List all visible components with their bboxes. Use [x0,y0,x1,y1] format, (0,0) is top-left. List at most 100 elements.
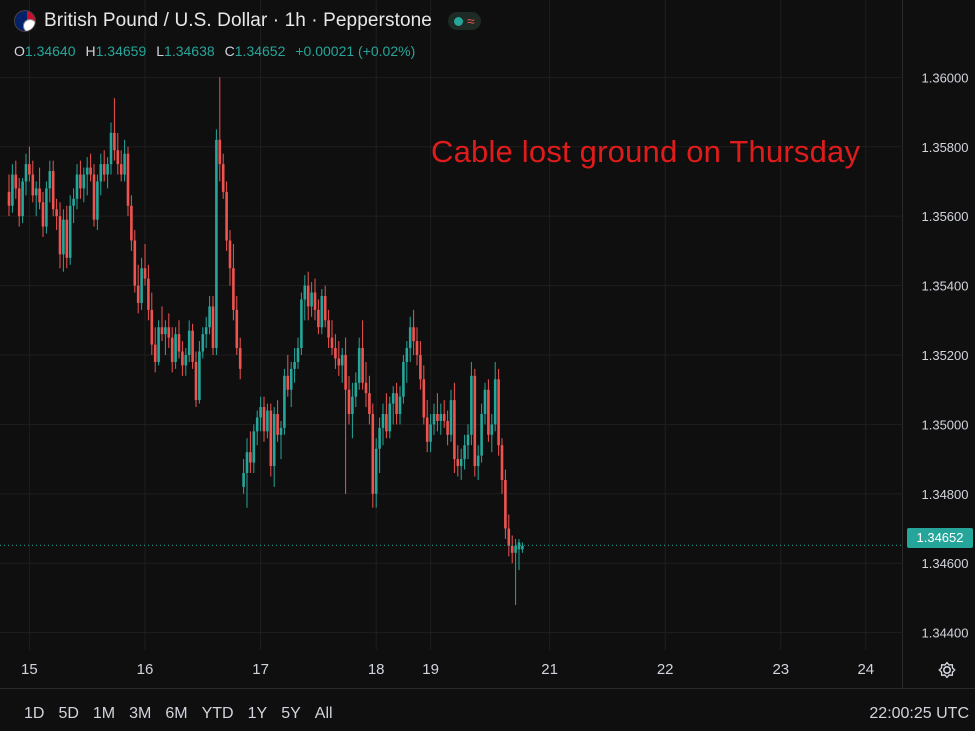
candle[interactable] [167,313,171,349]
candle[interactable] [147,264,150,321]
candle[interactable] [436,393,439,432]
candle[interactable] [279,420,283,460]
candle[interactable] [157,320,160,366]
candle[interactable] [106,157,109,189]
settings-gear-icon[interactable] [937,660,957,680]
candle[interactable] [89,153,92,182]
candle[interactable] [422,365,426,425]
candle[interactable] [245,438,249,508]
candle[interactable] [473,368,477,477]
candle[interactable] [330,320,334,355]
candle[interactable] [429,414,432,453]
candle[interactable] [123,139,126,182]
candle[interactable] [79,160,82,199]
candle[interactable] [160,306,164,342]
candle[interactable] [140,257,143,310]
candle[interactable] [378,417,381,473]
candle[interactable] [62,209,65,272]
candle[interactable] [412,309,415,355]
utc-clock[interactable]: 22:00:25 UTC [869,705,969,722]
candle[interactable] [242,459,245,494]
candle[interactable] [493,361,497,432]
candle[interactable] [521,542,524,553]
range-1d[interactable]: 1D [24,705,45,722]
candle[interactable] [68,195,72,265]
candle[interactable] [327,309,330,349]
candle[interactable] [31,160,35,203]
candle[interactable] [85,157,89,196]
candle[interactable] [510,535,514,564]
candle[interactable] [470,361,473,446]
candle[interactable] [442,400,446,428]
candle[interactable] [313,278,317,321]
candle[interactable] [177,320,181,359]
candle[interactable] [354,372,358,408]
candle[interactable] [490,414,494,453]
candle[interactable] [487,379,490,442]
candle[interactable] [249,431,252,473]
candle[interactable] [310,282,313,317]
range-3m[interactable]: 3M [129,705,152,722]
candle[interactable] [252,424,256,473]
candle[interactable] [395,382,398,425]
candle[interactable] [361,320,364,390]
candle[interactable] [357,337,361,390]
candle[interactable] [55,198,58,231]
candle[interactable] [262,396,266,442]
candle[interactable] [463,434,466,470]
candle[interactable] [38,167,41,210]
candle[interactable] [181,341,184,376]
candle[interactable] [381,403,385,446]
candle[interactable] [368,375,371,425]
candle[interactable] [11,164,14,213]
candle[interactable] [215,129,218,355]
candle[interactable] [323,285,327,328]
candle[interactable] [449,389,453,442]
candle[interactable] [133,230,137,293]
candle[interactable] [24,153,28,196]
candle[interactable] [228,230,232,286]
candle[interactable] [41,191,45,237]
candle[interactable] [194,351,198,408]
range-5y[interactable]: 5Y [281,705,301,722]
candle[interactable] [211,296,215,355]
candle[interactable] [419,341,422,390]
candle[interactable] [136,264,140,314]
candle[interactable] [204,316,208,349]
candle[interactable] [344,337,347,494]
candle[interactable] [303,275,307,321]
candle[interactable] [306,271,310,321]
candle[interactable] [58,202,62,269]
candle[interactable] [289,361,293,408]
candle[interactable] [191,323,194,369]
market-status[interactable]: ≈ [447,12,481,30]
candle[interactable] [34,181,38,217]
candle[interactable] [286,355,290,397]
range-5d[interactable]: 5D [58,705,79,722]
range-1y[interactable]: 1Y [247,705,268,722]
candle[interactable] [425,400,429,453]
candle[interactable] [456,445,460,477]
candle[interactable] [119,150,123,182]
candle[interactable] [351,382,354,439]
candle[interactable] [187,320,191,362]
candle[interactable] [21,178,24,224]
candle[interactable] [415,327,419,366]
range-1m[interactable]: 1M [92,705,116,722]
candle[interactable] [432,403,436,435]
candle[interactable] [371,403,375,508]
candle[interactable] [283,368,286,435]
candle[interactable] [340,348,344,383]
candle[interactable] [266,403,269,439]
symbol-title[interactable]: British Pound / U.S. Dollar · 1h · Peppe… [44,10,432,31]
candle[interactable] [476,445,480,480]
candle[interactable] [483,382,487,425]
candle[interactable] [164,320,167,355]
candle[interactable] [507,514,511,557]
candle[interactable] [113,98,116,161]
candle[interactable] [150,292,154,355]
range-ytd[interactable]: YTD [201,705,234,722]
candle[interactable] [109,122,113,175]
candle[interactable] [272,407,276,487]
